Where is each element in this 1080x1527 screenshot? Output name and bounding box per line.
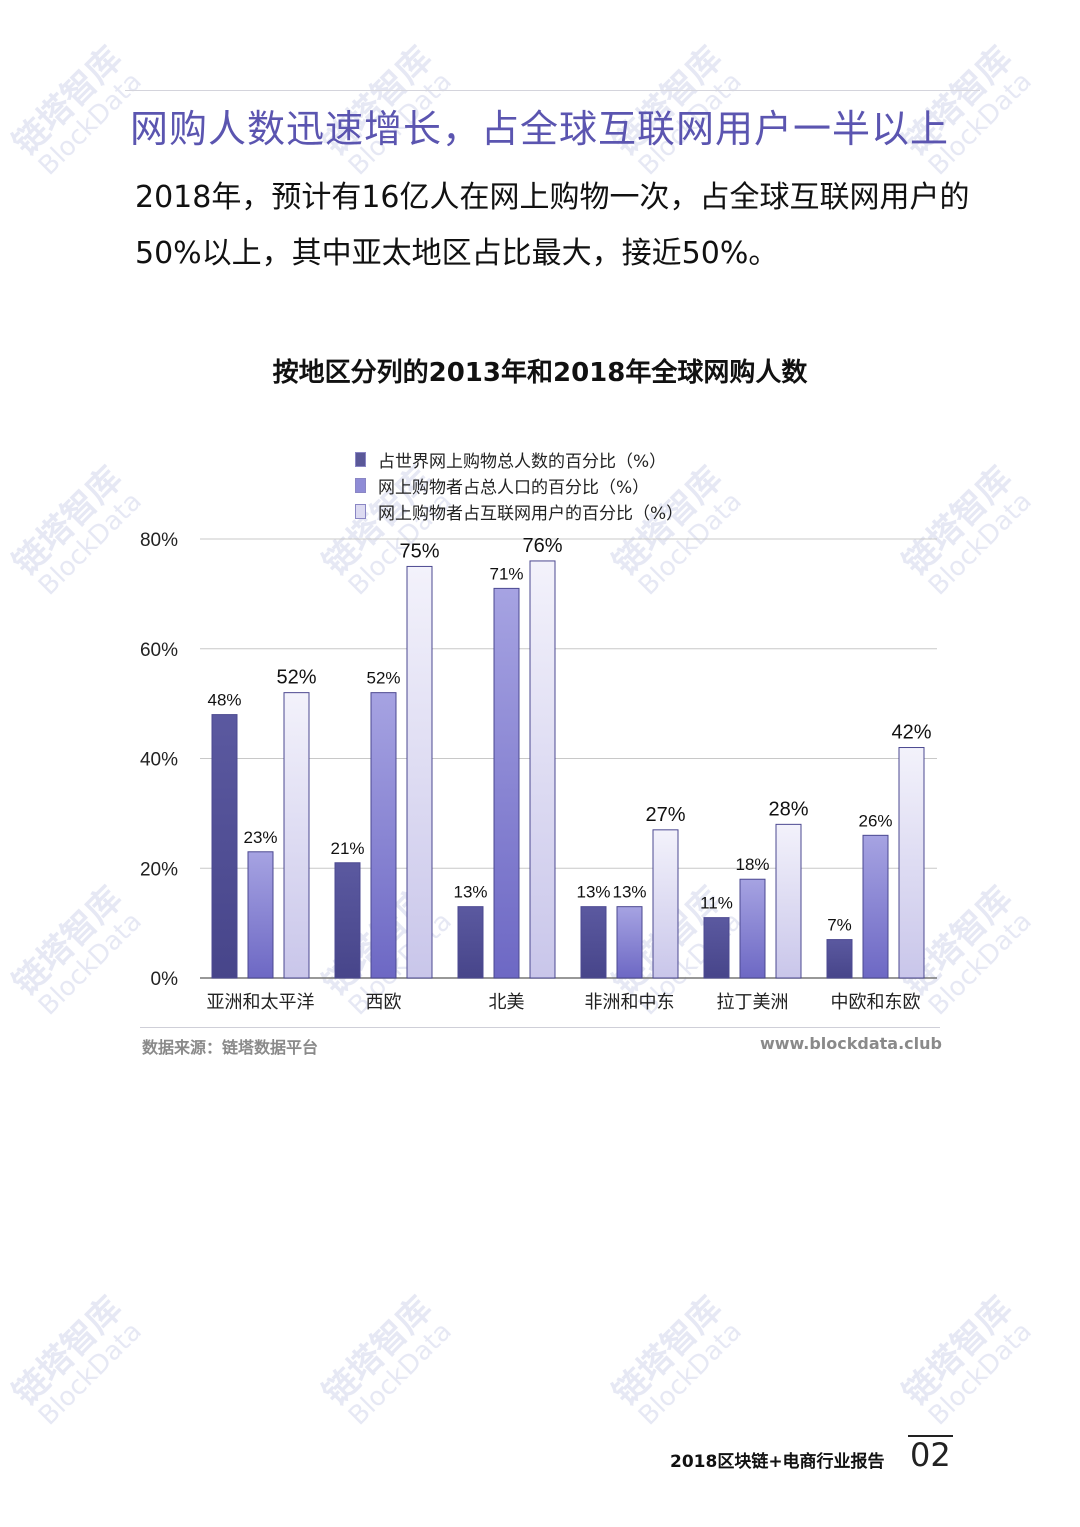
data-label: 27% (645, 804, 685, 826)
site-url[interactable]: www.blockdata.club (759, 1034, 942, 1053)
chart-legend: 占世界网上购物总人数的百分比（%） 网上购物者占总人口的百分比（%） 网上购物者… (355, 446, 683, 524)
bar (457, 906, 484, 979)
grid-layer: 0% 20% 40% 60% 80% (140, 530, 937, 990)
chart-title: 按地区分列的2013年和2018年全球网购人数 (272, 358, 808, 388)
legend-swatch (355, 503, 366, 519)
bar (775, 823, 802, 979)
bar (703, 917, 730, 979)
bar (898, 747, 925, 979)
bar (616, 906, 643, 979)
page-number: 02 (910, 1436, 951, 1474)
top-divider (125, 90, 980, 91)
legend-item-share-of-world-shoppers: 占世界网上购物总人数的百分比（%） (355, 446, 683, 472)
data-label: 26% (858, 811, 892, 830)
bar (862, 834, 889, 979)
legend-item-share-of-population: 网上购物者占总人口的百分比（%） (355, 472, 683, 498)
data-source: 数据来源：链塔数据平台 (142, 1038, 319, 1057)
legend-label: 网上购物者占互联网用户的百分比（%） (378, 503, 684, 524)
y-tick-label: 80% (140, 530, 178, 551)
footer-report-title: 2018区块链+电商行业报告 (670, 1452, 885, 1472)
y-tick-label: 20% (140, 859, 178, 880)
bar (370, 692, 397, 979)
data-label: 71% (489, 564, 523, 583)
data-label: 28% (768, 798, 808, 820)
bar (247, 851, 274, 979)
x-category-label: 中欧和东欧 (831, 992, 921, 1013)
x-category-label: 拉丁美洲 (717, 992, 789, 1013)
labels-layer: 48% 23% 52% 亚洲和太平洋 21% 52% 75% 西欧 13% 71% 76% 北美 13%… (207, 535, 932, 1013)
bars-layer (211, 560, 925, 979)
bar (826, 939, 853, 979)
page-headline: 网购人数迅速增长，占全球互联网用户一半以上 (130, 107, 950, 151)
data-label: 52% (276, 667, 316, 689)
data-label: 18% (735, 855, 769, 874)
data-label: 21% (330, 839, 364, 858)
y-tick-label: 40% (140, 750, 178, 771)
y-tick-label: 60% (140, 640, 178, 661)
x-category-label: 北美 (489, 992, 525, 1013)
data-label: 13% (453, 883, 487, 902)
data-label: 13% (612, 883, 646, 902)
bar (211, 714, 238, 979)
bar (493, 587, 520, 979)
bar (406, 565, 433, 979)
data-label: 75% (399, 540, 439, 562)
bar (580, 906, 607, 979)
legend-label: 占世界网上购物总人数的百分比（%） (378, 451, 667, 472)
data-label: 11% (700, 894, 733, 913)
legend-label: 网上购物者占总人口的百分比（%） (378, 477, 650, 498)
data-label: 52% (366, 669, 400, 688)
legend-item-share-of-internet-users: 网上购物者占互联网用户的百分比（%） (355, 498, 683, 524)
y-tick-label: 0% (151, 969, 179, 990)
source-divider (140, 1027, 940, 1028)
bar (652, 829, 679, 979)
legend-swatch (355, 477, 366, 493)
page-number-rule (908, 1435, 953, 1437)
data-label: 42% (891, 722, 931, 744)
data-label: 48% (207, 691, 241, 710)
x-category-label: 非洲和中东 (585, 992, 675, 1013)
bar (739, 878, 766, 979)
bar (529, 560, 556, 979)
x-category-label: 西欧 (366, 992, 402, 1013)
data-label: 7% (827, 916, 852, 935)
data-label: 76% (522, 535, 562, 557)
x-category-label: 亚洲和太平洋 (207, 992, 315, 1013)
data-label: 23% (243, 828, 277, 847)
bar (283, 692, 310, 979)
bar (334, 862, 361, 979)
intro-paragraph: 2018年，预计有16亿人在网上购物一次，占全球互联网用户的50%以上，其中亚太… (135, 180, 970, 271)
data-label: 13% (576, 883, 610, 902)
legend-swatch (355, 451, 366, 467)
